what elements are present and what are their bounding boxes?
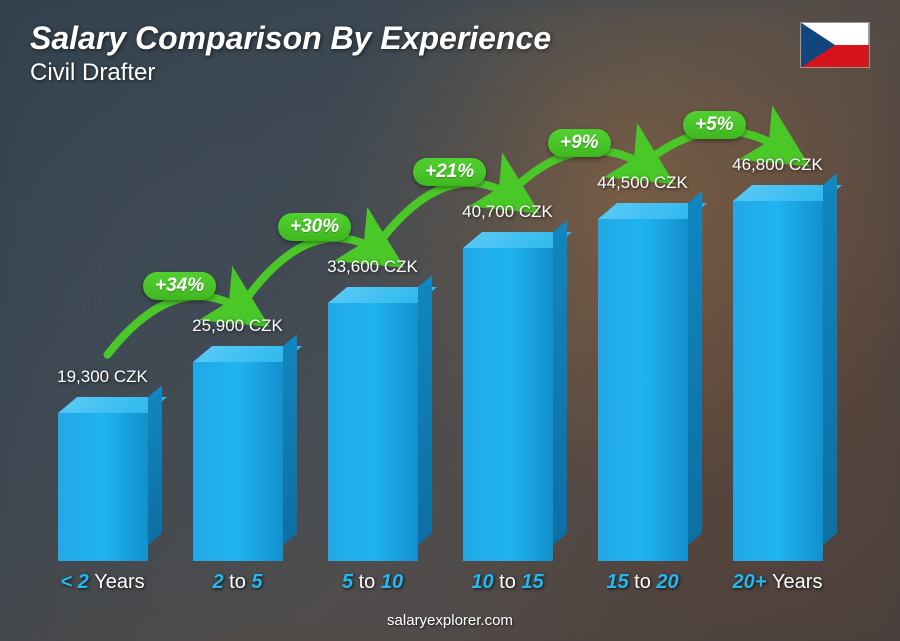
bar — [598, 219, 688, 561]
bar-side-face — [823, 174, 837, 545]
footer-attribution: salaryexplorer.com — [0, 612, 900, 629]
bar-slot: 44,500 CZK15 to 20 — [575, 173, 710, 561]
bar-value-label: 25,900 CZK — [192, 316, 283, 336]
bar — [328, 303, 418, 561]
pct-increase-badge: +30% — [278, 213, 351, 241]
bar-front-face — [463, 248, 553, 561]
bar-front-face — [598, 219, 688, 561]
bar-front-face — [193, 362, 283, 561]
pct-increase-badge: +21% — [413, 158, 486, 186]
country-flag-icon — [800, 22, 870, 68]
chart-title: Salary Comparison By Experience — [30, 20, 551, 57]
bar — [193, 362, 283, 561]
bar-value-label: 46,800 CZK — [732, 155, 823, 175]
bar — [463, 248, 553, 561]
bar-value-label: 44,500 CZK — [597, 173, 688, 193]
bar-category-label: 10 to 15 — [471, 571, 543, 594]
bar-slot: 33,600 CZK5 to 10 — [305, 257, 440, 561]
infographic-canvas: Salary Comparison By Experience Civil Dr… — [0, 0, 900, 641]
bar-slot: 46,800 CZK20+ Years — [710, 155, 845, 561]
bar — [733, 201, 823, 561]
bar-category-label: 2 to 5 — [212, 571, 262, 594]
bar-slot: 19,300 CZK< 2 Years — [35, 367, 170, 561]
bar-category-label: 5 to 10 — [342, 571, 403, 594]
bar-side-face — [688, 191, 702, 545]
bar-side-face — [148, 385, 162, 545]
bar-side-face — [418, 275, 432, 545]
pct-increase-badge: +34% — [143, 272, 216, 300]
bar — [58, 413, 148, 561]
bar-category-label: 20+ Years — [733, 571, 823, 594]
bar-side-face — [553, 221, 567, 545]
bar-front-face — [733, 201, 823, 561]
pct-increase-badge: +5% — [683, 111, 746, 139]
pct-increase-badge: +9% — [548, 129, 611, 157]
chart-subtitle: Civil Drafter — [30, 59, 551, 87]
bar-front-face — [58, 413, 148, 561]
bar-slot: 40,700 CZK10 to 15 — [440, 202, 575, 561]
bar-value-label: 40,700 CZK — [462, 202, 553, 222]
bar-slot: 25,900 CZK2 to 5 — [170, 316, 305, 561]
bar-category-label: < 2 Years — [60, 571, 144, 594]
bar-value-label: 33,600 CZK — [327, 257, 418, 277]
bar-front-face — [328, 303, 418, 561]
title-block: Salary Comparison By Experience Civil Dr… — [30, 20, 551, 87]
bar-value-label: 19,300 CZK — [57, 367, 148, 387]
bar-category-label: 15 to 20 — [606, 571, 678, 594]
bar-side-face — [283, 334, 297, 545]
